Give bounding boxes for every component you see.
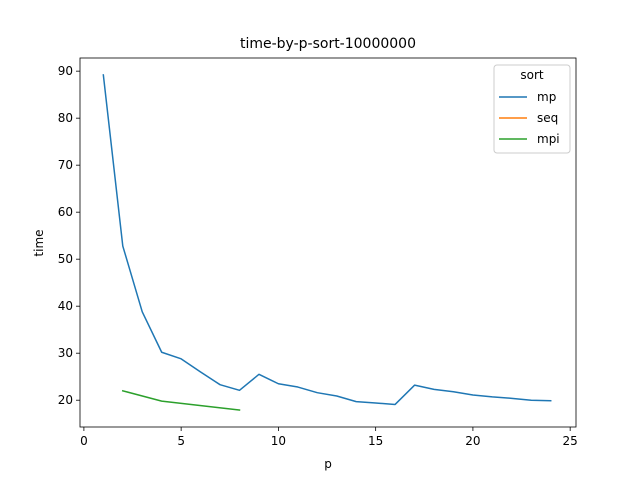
x-axis-label: p <box>324 457 332 471</box>
y-tick-label: 20 <box>58 393 73 407</box>
x-tick-label: 25 <box>563 434 578 448</box>
y-tick-label: 90 <box>58 64 73 78</box>
legend-label-seq: seq <box>537 111 558 125</box>
chart-title: time-by-p-sort-10000000 <box>240 36 416 52</box>
series-line-mp <box>102 74 552 406</box>
y-tick-label: 70 <box>58 158 73 172</box>
legend-title: sort <box>520 68 544 82</box>
x-tick-label: 0 <box>80 434 88 448</box>
series-line-mpi <box>121 389 241 411</box>
x-tick-label: 15 <box>368 434 383 448</box>
x-tick-label: 5 <box>177 434 185 448</box>
legend-label-mp: mp <box>537 90 556 104</box>
axes: 0 5 10 15 20 25 20 30 40 50 60 70 80 90 <box>58 57 578 448</box>
plot-area <box>102 74 552 411</box>
y-tick-label: 80 <box>58 111 73 125</box>
x-tick-label: 20 <box>465 434 480 448</box>
y-tick-label: 30 <box>58 346 73 360</box>
legend-box <box>493 64 571 154</box>
y-tick-label: 60 <box>58 205 73 219</box>
legend: sort mp seq mpi <box>493 64 571 154</box>
legend-label-mpi: mpi <box>537 132 560 146</box>
axes-frame <box>79 57 577 428</box>
y-tick-label: 40 <box>58 299 73 313</box>
x-tick-label: 10 <box>271 434 286 448</box>
y-tick-label: 50 <box>58 252 73 266</box>
y-axis-label: time <box>32 229 46 256</box>
